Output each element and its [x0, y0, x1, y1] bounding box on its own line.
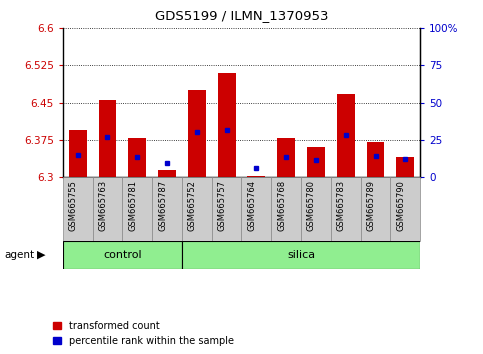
FancyBboxPatch shape — [182, 241, 420, 269]
Bar — [158, 170, 176, 177]
Text: GSM665763: GSM665763 — [99, 180, 108, 231]
FancyBboxPatch shape — [271, 177, 301, 241]
Text: GSM665764: GSM665764 — [247, 180, 256, 231]
FancyBboxPatch shape — [182, 177, 212, 241]
Bar — [247, 176, 265, 177]
Text: GSM665790: GSM665790 — [397, 180, 405, 231]
Text: GSM665757: GSM665757 — [218, 180, 227, 231]
FancyBboxPatch shape — [390, 177, 420, 241]
FancyBboxPatch shape — [63, 177, 93, 241]
FancyBboxPatch shape — [361, 177, 390, 241]
Text: GSM665789: GSM665789 — [367, 180, 376, 231]
Text: GSM665780: GSM665780 — [307, 180, 316, 231]
Text: GDS5199 / ILMN_1370953: GDS5199 / ILMN_1370953 — [155, 9, 328, 22]
Bar — [188, 90, 206, 177]
FancyBboxPatch shape — [242, 177, 271, 241]
Legend: transformed count, percentile rank within the sample: transformed count, percentile rank withi… — [53, 321, 234, 346]
Text: GSM665768: GSM665768 — [277, 180, 286, 231]
Text: control: control — [103, 250, 142, 260]
Text: ▶: ▶ — [37, 250, 45, 260]
Bar — [99, 100, 116, 177]
FancyBboxPatch shape — [122, 177, 152, 241]
FancyBboxPatch shape — [212, 177, 242, 241]
Text: GSM665752: GSM665752 — [188, 180, 197, 231]
Bar — [307, 147, 325, 177]
Bar — [277, 138, 295, 177]
FancyBboxPatch shape — [301, 177, 331, 241]
FancyBboxPatch shape — [93, 177, 122, 241]
Bar — [69, 130, 86, 177]
Text: agent: agent — [5, 250, 35, 260]
FancyBboxPatch shape — [331, 177, 361, 241]
Bar — [337, 94, 355, 177]
Text: GSM665781: GSM665781 — [128, 180, 137, 231]
Bar — [367, 142, 384, 177]
Text: GSM665783: GSM665783 — [337, 180, 346, 231]
Bar — [128, 138, 146, 177]
Text: GSM665787: GSM665787 — [158, 180, 167, 231]
FancyBboxPatch shape — [152, 177, 182, 241]
Bar — [397, 157, 414, 177]
Text: silica: silica — [287, 250, 315, 260]
FancyBboxPatch shape — [63, 241, 182, 269]
Bar — [218, 73, 236, 177]
Text: GSM665755: GSM665755 — [69, 180, 78, 231]
